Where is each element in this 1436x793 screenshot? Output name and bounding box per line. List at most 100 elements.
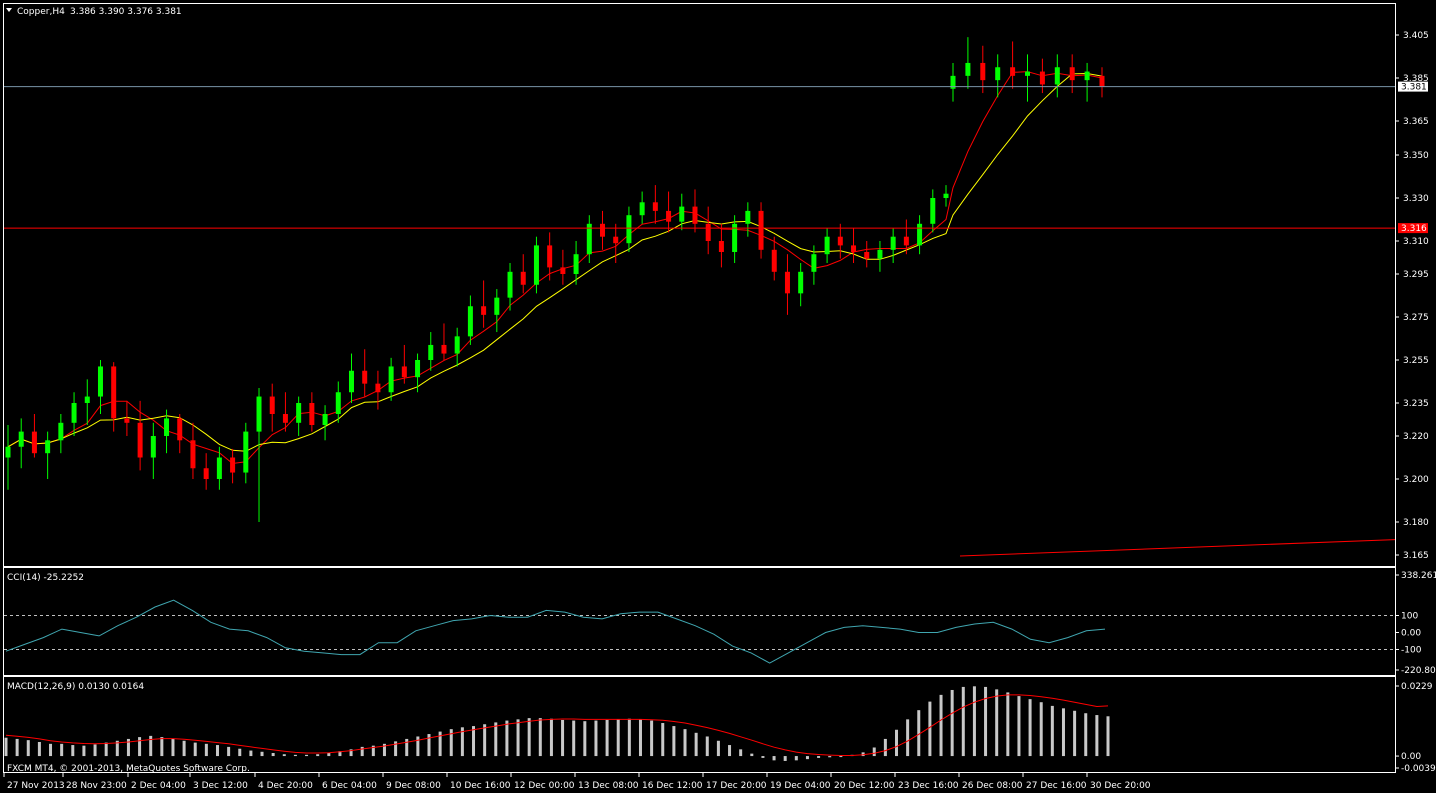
price-tick-label: 3.275 xyxy=(1403,313,1429,323)
macd-bar xyxy=(516,719,520,757)
ma-slow-line xyxy=(7,72,1103,452)
macd-bar xyxy=(694,732,698,757)
bull-candle xyxy=(58,422,64,441)
macd-bar xyxy=(327,753,331,757)
macd-bar xyxy=(49,743,53,757)
price-tick-label: 3.310 xyxy=(1403,237,1429,247)
macd-bar xyxy=(4,737,8,757)
macd-bar xyxy=(627,718,631,757)
bear-candle xyxy=(481,306,487,315)
bull-candle xyxy=(243,431,249,473)
macd-bar xyxy=(26,740,30,757)
bear-candle xyxy=(613,236,619,244)
macd-bar xyxy=(249,750,253,757)
price-tick-label: 3.350 xyxy=(1403,151,1429,161)
macd-bar xyxy=(160,737,164,757)
macd-bar xyxy=(728,745,732,757)
macd-title: MACD(12,26,9) 0.0130 0.0164 xyxy=(7,682,144,692)
bear-candle xyxy=(375,383,381,393)
macd-bar xyxy=(716,740,720,757)
cci-title: CCI(14) -25.2252 xyxy=(7,573,84,583)
bull-candle xyxy=(507,271,513,298)
macd-bar xyxy=(872,747,876,757)
macd-bar xyxy=(817,756,821,758)
bear-candle xyxy=(771,249,777,272)
bull-candle xyxy=(71,403,77,423)
time-label: 26 Dec 08:00 xyxy=(962,781,1023,791)
macd-bar xyxy=(460,727,464,757)
macd-bar xyxy=(227,746,231,757)
macd-bar xyxy=(193,742,197,757)
macd-bar xyxy=(1006,692,1010,757)
time-label: 12 Dec 00:00 xyxy=(514,781,575,791)
bear-candle xyxy=(784,271,790,294)
macd-bar xyxy=(505,720,509,757)
bull-candle xyxy=(467,306,473,337)
macd-bar xyxy=(126,738,130,757)
bull-candle xyxy=(679,206,685,222)
macd-bar xyxy=(82,745,86,757)
macd-bar xyxy=(416,736,420,757)
moving-averages xyxy=(7,71,1103,465)
macd-bar xyxy=(705,736,709,757)
price-axis: 3.405 3.385 3.365 3.350 3.330 3.310 3.295 3.275… xyxy=(1395,31,1429,561)
macd-bar xyxy=(360,746,364,757)
macd-histogram xyxy=(4,686,1110,761)
macd-bar xyxy=(260,751,264,757)
macd-bar xyxy=(149,735,153,757)
dropdown-triangle-icon[interactable] xyxy=(6,8,12,12)
bear-candle xyxy=(758,210,764,250)
macd-bar xyxy=(928,701,932,757)
macd-bar xyxy=(672,726,676,757)
macd-bar xyxy=(316,754,320,757)
macd-bar xyxy=(839,756,843,758)
time-label: 13 Dec 08:00 xyxy=(578,781,639,791)
bull-candle xyxy=(943,193,949,198)
bull-candle xyxy=(890,236,896,250)
cci-tick-label: 338.2613 xyxy=(1401,571,1436,581)
price-tick-label: 3.405 xyxy=(1403,31,1429,41)
macd-bar xyxy=(349,749,353,757)
bear-candle xyxy=(441,344,447,354)
bull-candle xyxy=(256,396,262,432)
bull-candle xyxy=(732,223,738,252)
bear-candle xyxy=(1069,67,1075,81)
macd-bar xyxy=(1073,710,1077,757)
bull-candle xyxy=(494,297,500,315)
cci-tick-label: 100 xyxy=(1401,611,1418,621)
macd-bar xyxy=(895,729,899,757)
bull-candle xyxy=(626,215,632,244)
bull-candle xyxy=(5,446,11,458)
bull-candle xyxy=(811,254,817,272)
price-tick-label: 3.295 xyxy=(1403,270,1429,280)
ohlc-label: 3.386 3.390 3.376 3.381 xyxy=(70,7,182,17)
bear-candle xyxy=(718,241,724,252)
bear-candle xyxy=(851,245,857,252)
price-tick-label: 3.235 xyxy=(1403,399,1429,409)
macd-bar xyxy=(650,720,654,757)
macd-tick-label: -0.0039 xyxy=(1401,764,1436,774)
macd-bar xyxy=(93,744,97,757)
time-label: 2 Dec 04:00 xyxy=(131,781,186,791)
time-label: 10 Dec 16:00 xyxy=(450,781,511,791)
macd-bar xyxy=(15,738,19,757)
macd-bar xyxy=(984,686,988,757)
bull-candle xyxy=(995,67,1001,81)
time-label: 28 Nov 23:00 xyxy=(66,781,127,791)
macd-bar xyxy=(1017,696,1021,757)
macd-bar xyxy=(305,754,309,757)
macd-bar xyxy=(538,718,542,757)
macd-bar xyxy=(182,740,186,757)
level-price-tag xyxy=(1398,223,1428,234)
bull-candle xyxy=(965,62,971,76)
bear-candle xyxy=(230,457,236,473)
macd-bar xyxy=(60,743,64,757)
macd-tick-label: 0.00 xyxy=(1401,752,1421,762)
symbol-label[interactable]: Copper,H4 xyxy=(17,7,65,17)
macd-bar xyxy=(739,749,743,757)
macd-bar xyxy=(939,694,943,757)
bull-candle xyxy=(150,436,156,458)
bear-candle xyxy=(31,431,37,454)
macd-bar xyxy=(115,740,119,757)
bull-candle xyxy=(348,370,354,393)
